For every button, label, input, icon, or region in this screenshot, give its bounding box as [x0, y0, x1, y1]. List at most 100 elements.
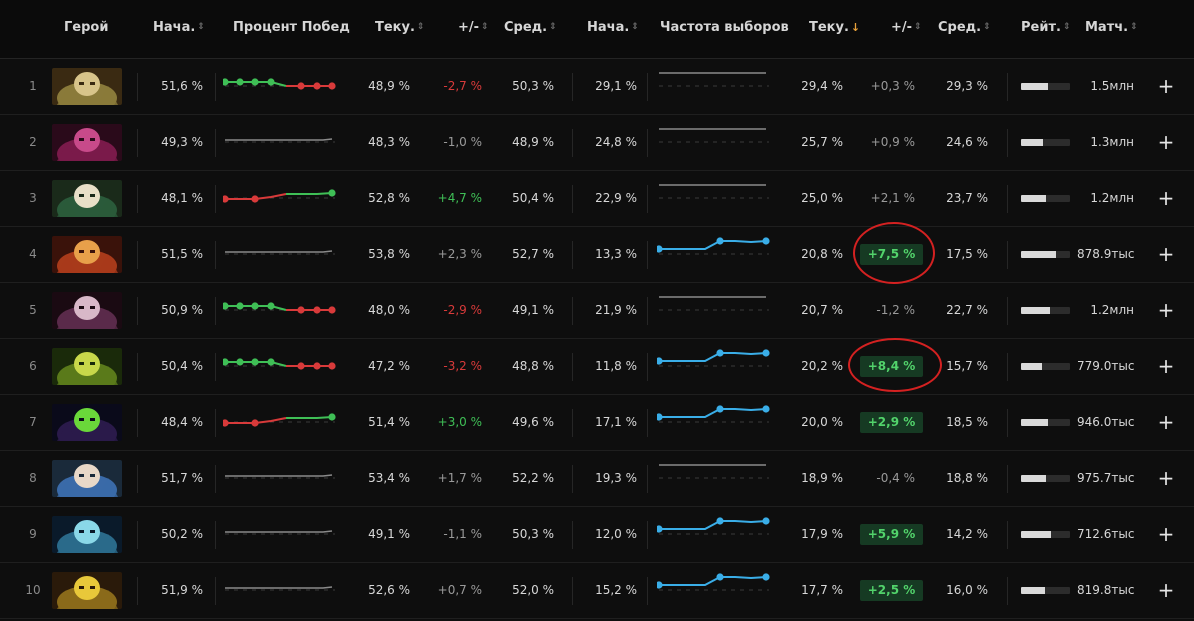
- winrate-delta: -1,1 %: [443, 527, 482, 541]
- header-pickrate-current[interactable]: Теку. ↓: [809, 20, 860, 40]
- table-row[interactable]: 10 51,9 % 52,6 % +0,7 % 52,0 % 15,2 % 17…: [0, 563, 1194, 619]
- add-hero-button[interactable]: +: [1156, 283, 1176, 338]
- header-pickrate-start[interactable]: Нача. ⇕: [587, 20, 639, 40]
- pickrate-delta-value: +2,9 %: [867, 415, 916, 429]
- rating-bar-fill: [1021, 251, 1057, 258]
- divider: [215, 297, 216, 325]
- pickrate-avg: 15,7 %: [946, 359, 988, 373]
- add-hero-button[interactable]: +: [1156, 115, 1176, 170]
- header-winrate-current[interactable]: Теку. ⇕: [375, 20, 424, 40]
- pickrate-start: 29,1 %: [595, 79, 637, 93]
- plus-icon: +: [1157, 354, 1175, 378]
- header-pickrate-delta-label: +/-: [891, 20, 913, 35]
- divider: [572, 409, 573, 437]
- sort-icon: ⇕: [197, 22, 205, 32]
- header-matches-label: Матч.: [1085, 20, 1129, 35]
- winrate-avg: 49,1 %: [512, 303, 554, 317]
- matches-count: 878.9тыс: [1077, 247, 1135, 261]
- pickrate-sparkline: [657, 179, 771, 205]
- header-winrate-start-label: Нача.: [153, 20, 196, 35]
- divider: [647, 241, 648, 269]
- pickrate-delta: +0,9 %: [870, 135, 915, 149]
- add-hero-button[interactable]: +: [1156, 339, 1176, 394]
- winrate-sparkline: [223, 466, 337, 490]
- matches-count: 1.2млн: [1090, 191, 1134, 205]
- hero-portrait[interactable]: [52, 292, 122, 329]
- add-hero-button[interactable]: +: [1156, 171, 1176, 226]
- table-row[interactable]: 3 48,1 % 52,8 % +4,7 % 50,4 % 22,9 % 25,…: [0, 171, 1194, 227]
- add-hero-button[interactable]: +: [1156, 59, 1176, 114]
- hero-portrait[interactable]: [52, 180, 122, 217]
- pickrate-current: 20,0 %: [801, 415, 843, 429]
- plus-icon: +: [1157, 578, 1175, 602]
- hero-portrait[interactable]: [52, 404, 122, 441]
- winrate-current: 48,9 %: [368, 79, 410, 93]
- plus-icon: +: [1157, 74, 1175, 98]
- divider: [215, 353, 216, 381]
- header-matches[interactable]: Матч. ⇕: [1085, 20, 1138, 40]
- rating-bar: [1021, 139, 1070, 146]
- divider: [647, 577, 648, 605]
- winrate-delta: +4,7 %: [437, 191, 482, 205]
- table-row[interactable]: 6 50,4 % 47,2 % -3,2 % 48,8 % 11,8 % 20,…: [0, 339, 1194, 395]
- winrate-start: 50,2 %: [161, 527, 203, 541]
- table-row[interactable]: 2 49,3 % 48,3 % -1,0 % 48,9 % 24,8 % 25,…: [0, 115, 1194, 171]
- pickrate-avg: 17,5 %: [946, 247, 988, 261]
- add-hero-button[interactable]: +: [1156, 395, 1176, 450]
- pickrate-start: 11,8 %: [595, 359, 637, 373]
- rating-bar: [1021, 587, 1070, 594]
- table-row[interactable]: 7 48,4 % 51,4 % +3,0 % 49,6 % 17,1 % 20,…: [0, 395, 1194, 451]
- table-row[interactable]: 1 51,6 % 48,9 % -2,7 % 50,3 % 29,1 % 29,…: [0, 59, 1194, 115]
- divider: [1007, 409, 1008, 437]
- header-hero-label: Герой: [64, 20, 109, 35]
- divider: [137, 129, 138, 157]
- winrate-avg: 48,8 %: [512, 359, 554, 373]
- table-row[interactable]: 9 50,2 % 49,1 % -1,1 % 50,3 % 12,0 % 17,…: [0, 507, 1194, 563]
- divider: [1007, 297, 1008, 325]
- add-hero-button[interactable]: +: [1156, 563, 1176, 618]
- header-winrate-start[interactable]: Нача. ⇕: [153, 20, 205, 40]
- header-pickrate-chart: Частота выборов: [660, 20, 789, 40]
- header-rating[interactable]: Рейт. ⇕: [1021, 20, 1070, 40]
- rank-number: 1: [29, 79, 37, 93]
- add-hero-button[interactable]: +: [1156, 227, 1176, 282]
- header-winrate-chart: Процент Побед: [233, 20, 350, 40]
- rank-number: 2: [29, 135, 37, 149]
- pickrate-delta: -0,4 %: [876, 471, 915, 485]
- winrate-sparkline: [223, 242, 337, 266]
- divider: [647, 129, 648, 157]
- pickrate-delta: +2,1 %: [870, 191, 915, 205]
- hero-portrait[interactable]: [52, 516, 122, 553]
- divider: [137, 409, 138, 437]
- winrate-delta: -2,7 %: [443, 79, 482, 93]
- hero-portrait[interactable]: [52, 124, 122, 161]
- table-row[interactable]: 4 51,5 % 53,8 % +2,3 % 52,7 % 13,3 % 20,…: [0, 227, 1194, 283]
- table-row[interactable]: 5 50,9 % 48,0 % -2,9 % 49,1 % 21,9 % 20,…: [0, 283, 1194, 339]
- winrate-sparkline: [223, 522, 337, 546]
- add-hero-button[interactable]: +: [1156, 451, 1176, 506]
- hero-portrait[interactable]: [52, 348, 122, 385]
- winrate-start: 49,3 %: [161, 135, 203, 149]
- winrate-sparkline: [221, 74, 337, 98]
- sort-icon: ⇕: [549, 22, 557, 32]
- hero-portrait[interactable]: [52, 572, 122, 609]
- divider: [572, 353, 573, 381]
- header-winrate-delta[interactable]: +/- ⇕: [458, 20, 489, 40]
- header-pickrate-delta[interactable]: +/- ⇕: [891, 20, 922, 40]
- header-pickrate-avg[interactable]: Сред. ⇕: [938, 20, 991, 40]
- rating-bar: [1021, 307, 1070, 314]
- header-winrate-avg[interactable]: Сред. ⇕: [504, 20, 557, 40]
- header-hero[interactable]: Герой: [64, 20, 108, 40]
- hero-portrait[interactable]: [52, 236, 122, 273]
- winrate-delta: +3,0 %: [437, 415, 482, 429]
- rating-bar: [1021, 83, 1070, 90]
- table-row[interactable]: 8 51,7 % 53,4 % +1,7 % 52,2 % 19,3 % 18,…: [0, 451, 1194, 507]
- hero-portrait[interactable]: [52, 68, 122, 105]
- winrate-sparkline: [221, 186, 337, 210]
- divider: [1007, 185, 1008, 213]
- add-hero-button[interactable]: +: [1156, 507, 1176, 562]
- hero-portrait[interactable]: [52, 460, 122, 497]
- rating-bar-fill: [1021, 195, 1047, 202]
- divider: [215, 577, 216, 605]
